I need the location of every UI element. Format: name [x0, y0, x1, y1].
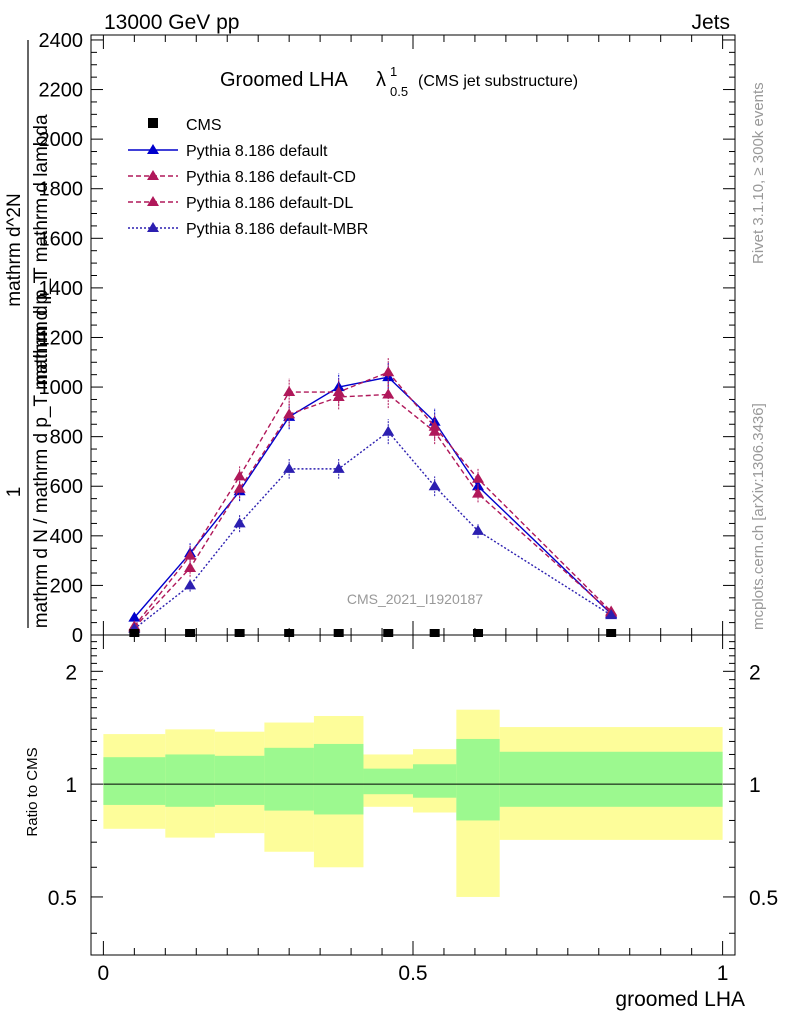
rivet-label: Rivet 3.1.10, ≥ 300k events	[750, 82, 767, 264]
legend-marker-mbr	[147, 222, 159, 232]
ylabel-frac-num: mathrm d^2N	[4, 193, 25, 306]
y-tick-label: 1400	[39, 278, 84, 300]
y-tick-label: 1200	[39, 327, 84, 349]
series-marker-1	[283, 386, 296, 397]
y-axis-label-main: mathrm d^2N mathrm d p_T mathrm d lambda…	[4, 40, 52, 628]
jets-label: Jets	[691, 11, 730, 34]
ylabel-one: 1	[4, 487, 25, 498]
y-tick-label: 1600	[39, 228, 84, 250]
ratio-tick-label-right: 0.5	[749, 887, 778, 910]
cms-data-point	[473, 629, 484, 637]
plot-title-main: Groomed LHA	[220, 69, 348, 91]
legend: CMS Pythia 8.186 default Pythia 8.186 de…	[128, 117, 368, 238]
y-tick-label: 800	[50, 427, 83, 449]
analysis-watermark: CMS_2021_I1920187	[347, 591, 483, 607]
ratio-band-inner	[165, 754, 215, 807]
y-axis-label-ratio: Ratio to CMS	[24, 747, 41, 836]
series-marker-3	[605, 609, 618, 620]
plot-title-sub: 0.5	[390, 84, 408, 99]
y-tick-label: 1800	[39, 179, 84, 201]
ratio-band-inner	[103, 757, 166, 805]
plot-title-sup: 1	[390, 64, 397, 79]
series-marker-3	[382, 425, 395, 436]
ratio-tick-label-left: 0.5	[48, 887, 77, 910]
cms-data-point	[284, 629, 295, 637]
legend-marker-cd	[147, 170, 159, 180]
ratio-band-inner	[499, 751, 723, 807]
series-line-1	[133, 371, 612, 627]
ratio-tick-label-left: 2	[65, 661, 77, 684]
legend-label-dl: Pythia 8.186 default-DL	[186, 195, 353, 212]
series-marker-0	[128, 611, 141, 622]
legend-label-cd: Pythia 8.186 default-CD	[186, 169, 356, 186]
ratio-band-inner	[456, 738, 500, 821]
x-axis-label: groomed LHA	[615, 988, 745, 1011]
plot-title-note: (CMS jet substructure)	[418, 73, 578, 90]
cms-data-point	[333, 629, 344, 637]
cms-data-point	[606, 629, 617, 637]
ratio-band-inner	[363, 768, 413, 795]
legend-marker-default	[147, 144, 159, 154]
energy-label: 13000 GeV pp	[104, 11, 239, 34]
plot-title-lambda: λ	[376, 69, 386, 91]
legend-label-default: Pythia 8.186 default	[186, 143, 328, 160]
ratio-plot-area: 0 0.5 1 0.5 0.5 1 1 2 2	[48, 634, 778, 985]
legend-label-cms: CMS	[186, 117, 222, 134]
ylabel-frac-den: mathrm d p_T mathrm d lambda	[31, 114, 52, 385]
ratio-tick-label-left: 1	[65, 774, 77, 797]
cms-data-point	[383, 629, 394, 637]
y-tick-label: 2200	[39, 80, 84, 102]
cms-data-point	[234, 629, 245, 637]
y-tick-label: 400	[50, 526, 83, 548]
series-marker-2	[233, 482, 246, 493]
series-marker-2	[184, 562, 197, 573]
y-tick-label: 600	[50, 476, 83, 498]
mcplots-label: mcplots.cern.ch [arXiv:1306.3436]	[750, 403, 767, 630]
ratio-band-inner	[264, 747, 314, 811]
ylabel-denominator: mathrm d N / mathrm d p_T mathrm d p_T	[31, 271, 52, 628]
series-marker-2	[332, 390, 345, 401]
series-marker-2	[283, 408, 296, 419]
x-tick-label: 0	[98, 962, 110, 985]
series-marker-2	[472, 487, 485, 498]
y-tick-label: 2000	[39, 129, 84, 151]
cms-data-point	[429, 629, 440, 637]
series-marker-2	[428, 425, 441, 436]
series-line-0	[133, 376, 612, 619]
x-tick-label: 1	[717, 962, 729, 985]
y-tick-label: 0	[72, 625, 83, 647]
ratio-tick-label-right: 2	[749, 661, 761, 684]
legend-marker-cms	[148, 118, 158, 128]
series-marker-1	[233, 470, 246, 481]
series-marker-3	[428, 480, 441, 491]
ratio-band-inner	[214, 755, 265, 805]
main-plot-area: 0 200 400 600 800 1000 1200 1400 1600 1800 2000 220…	[39, 30, 736, 647]
series-marker-3	[472, 524, 485, 535]
y-tick-label: 200	[50, 575, 83, 597]
series-marker-3	[283, 462, 296, 473]
ratio-band-inner	[413, 764, 457, 798]
y-tick-label: 1000	[39, 377, 84, 399]
series-marker-3	[332, 462, 345, 473]
series-marker-1	[472, 472, 485, 483]
ratio-tick-label-right: 1	[749, 774, 761, 797]
series-marker-2	[382, 388, 395, 399]
legend-marker-dl	[147, 196, 159, 206]
cms-data-point	[129, 629, 140, 637]
x-tick-label: 0.5	[398, 962, 427, 985]
series-marker-1	[184, 549, 197, 560]
y-tick-label: 2400	[39, 30, 84, 52]
plot-title: Groomed LHA λ 1 0.5 (CMS jet substructur…	[220, 64, 578, 99]
cms-data-point	[185, 629, 196, 637]
series-marker-3	[233, 517, 246, 528]
legend-label-mbr: Pythia 8.186 default-MBR	[186, 221, 368, 238]
series-marker-3	[184, 579, 197, 590]
series-marker-1	[382, 366, 395, 377]
ratio-band-inner	[313, 743, 364, 815]
